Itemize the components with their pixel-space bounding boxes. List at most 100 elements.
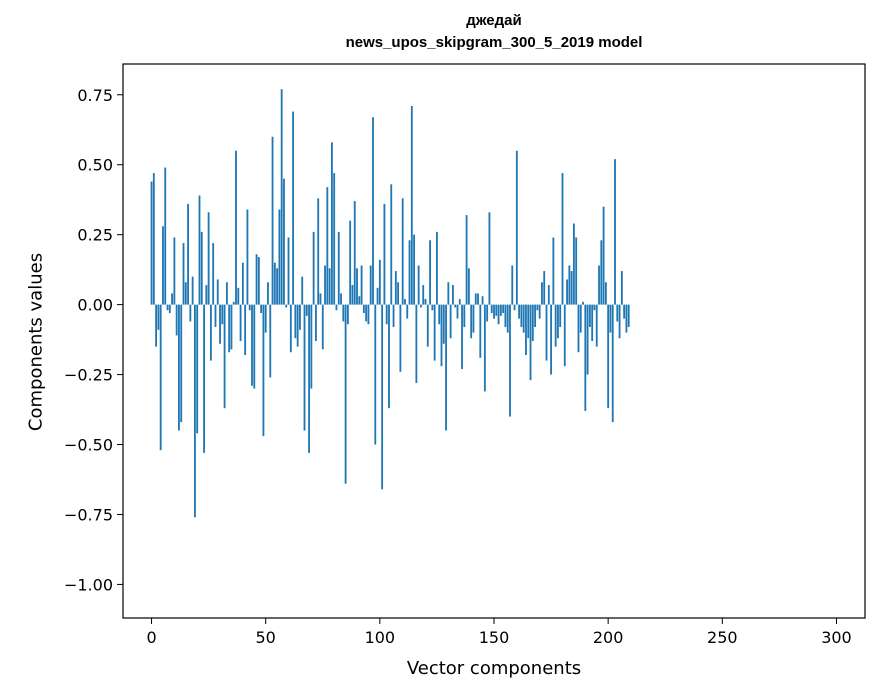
bar	[305, 304, 308, 316]
bar	[278, 209, 281, 305]
bar	[602, 206, 605, 305]
bar	[372, 117, 374, 305]
bar	[235, 150, 237, 305]
bar	[568, 265, 571, 305]
y-tick-label: −0.50	[64, 436, 113, 455]
chart-title: джедай	[466, 12, 522, 29]
bar	[264, 304, 267, 333]
bar	[221, 304, 224, 325]
bar	[351, 285, 354, 305]
bar	[271, 136, 274, 305]
x-axis: 0 50 100 150 200 250 300	[146, 618, 852, 647]
bar	[209, 304, 212, 361]
bar	[155, 304, 158, 347]
bar	[241, 262, 244, 305]
bar	[563, 304, 566, 367]
bar	[495, 304, 498, 316]
bar	[623, 304, 626, 319]
bar	[310, 304, 313, 389]
bar	[267, 282, 269, 305]
bar	[385, 304, 388, 325]
bar	[205, 285, 208, 305]
bar	[164, 167, 167, 305]
bar-series	[150, 89, 630, 518]
bar	[614, 159, 616, 305]
bar	[283, 178, 285, 305]
bar	[502, 304, 505, 314]
bar	[472, 304, 475, 333]
bar	[401, 198, 404, 305]
bar	[184, 282, 187, 305]
x-tick-label: 200	[593, 628, 624, 647]
bar	[570, 271, 573, 305]
bar	[166, 304, 169, 311]
bar	[276, 268, 279, 305]
bar	[627, 304, 630, 328]
bar	[520, 304, 523, 328]
bar	[228, 304, 231, 353]
bar	[152, 173, 155, 305]
bar	[194, 304, 196, 518]
bar	[292, 111, 295, 305]
bar	[456, 304, 459, 319]
bar	[477, 293, 479, 305]
bar	[319, 293, 322, 305]
bar	[207, 212, 210, 305]
bar	[346, 304, 349, 325]
bar	[493, 304, 495, 319]
bar	[481, 296, 484, 305]
bar	[545, 304, 548, 361]
bar	[219, 304, 221, 344]
y-tick-label: 0.25	[77, 226, 113, 245]
bar	[362, 304, 365, 314]
bar	[223, 304, 226, 409]
bar	[536, 304, 539, 311]
bar	[175, 304, 178, 336]
bar	[577, 304, 580, 353]
bar	[173, 237, 176, 305]
bar	[337, 231, 340, 305]
bar	[607, 304, 610, 409]
bar	[244, 304, 247, 355]
bar	[390, 184, 393, 305]
bar	[584, 304, 587, 411]
y-tick-label: −0.75	[64, 505, 113, 524]
bar	[171, 293, 173, 305]
bar	[191, 276, 194, 305]
bar	[287, 237, 290, 305]
bar	[157, 304, 160, 330]
bar	[566, 279, 568, 305]
bar	[180, 304, 183, 423]
bar	[483, 304, 486, 392]
bar	[353, 201, 356, 305]
bar	[399, 304, 402, 372]
bar	[344, 304, 347, 484]
bar	[410, 105, 413, 305]
bar	[358, 296, 361, 305]
bar	[289, 304, 292, 353]
bar	[486, 304, 489, 322]
y-tick-label: 0.75	[77, 86, 113, 105]
bar	[429, 240, 431, 305]
bar	[431, 304, 434, 311]
bar	[381, 304, 384, 490]
bar	[404, 299, 406, 305]
bar	[442, 304, 445, 344]
bar	[600, 240, 603, 305]
bar	[591, 304, 594, 341]
bar	[579, 304, 582, 333]
bar	[479, 304, 482, 358]
bar	[178, 304, 180, 431]
x-tick-label: 0	[146, 628, 156, 647]
bar	[397, 282, 400, 305]
bar	[315, 304, 317, 341]
bar	[561, 173, 564, 305]
x-tick-label: 300	[821, 628, 852, 647]
bar	[246, 209, 249, 305]
bar	[321, 304, 324, 350]
bar	[595, 304, 598, 347]
bar	[408, 240, 411, 305]
bar	[616, 304, 619, 322]
bar	[586, 304, 589, 375]
bar	[557, 304, 559, 339]
